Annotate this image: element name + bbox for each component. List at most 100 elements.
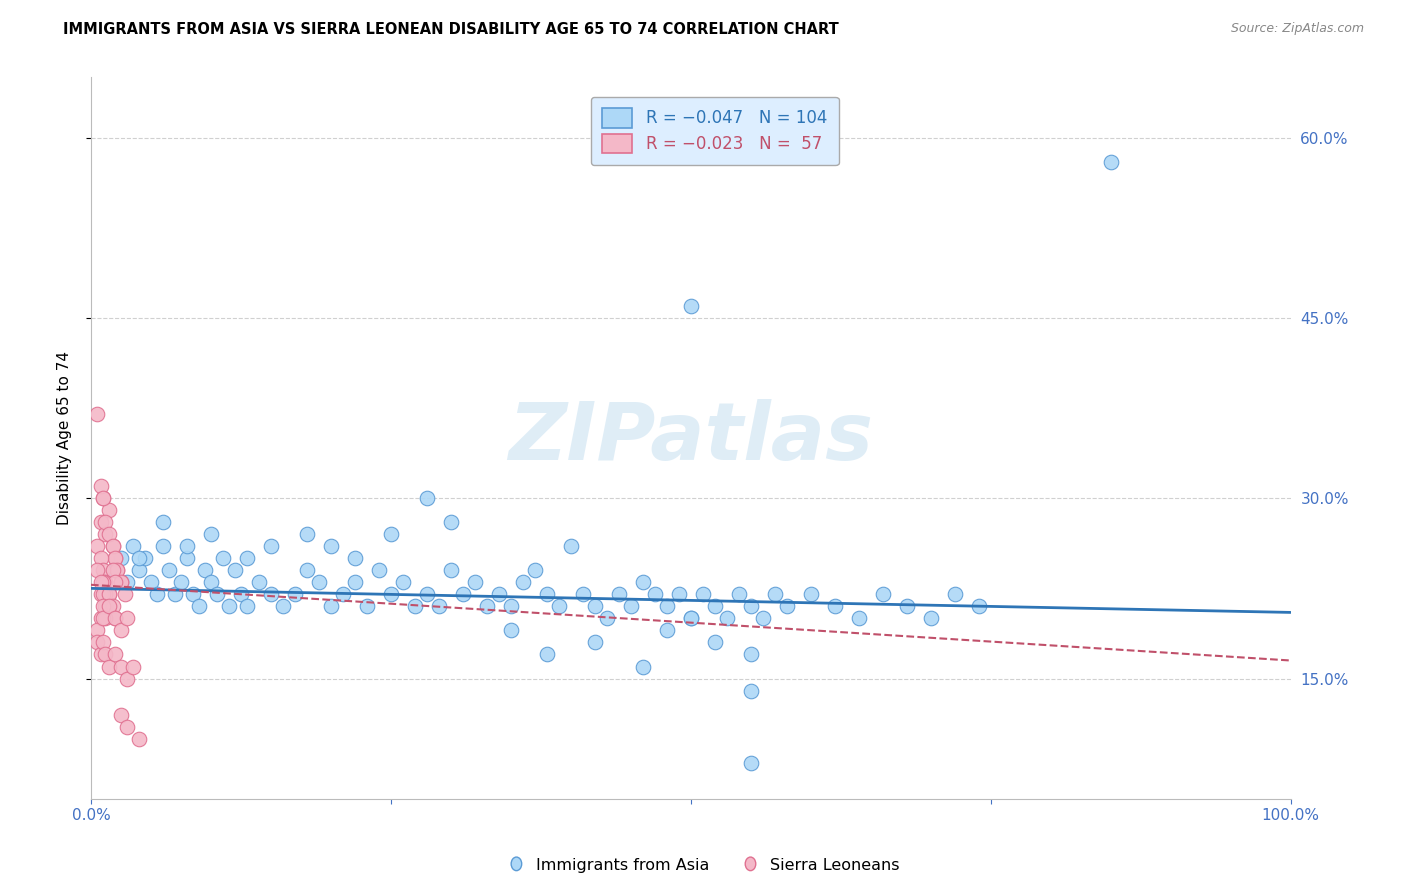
Point (122, 659, 145, 673)
Point (97, 503, 120, 517)
Point (440, 515, 463, 529)
Point (205, 587, 228, 601)
Point (308, 575, 330, 590)
Point (104, 563, 127, 577)
Point (703, 599, 725, 614)
Point (105, 563, 128, 577)
Point (97, 527, 120, 541)
Point (97, 599, 120, 614)
Point (716, 611, 738, 625)
Point (679, 299, 702, 313)
Point (101, 539, 124, 553)
Point (224, 563, 246, 577)
Point (631, 575, 654, 590)
Point (86, 407, 108, 421)
Point (464, 575, 486, 590)
Point (583, 599, 606, 614)
Point (572, 587, 595, 601)
Point (110, 624, 132, 638)
Point (115, 611, 138, 625)
Point (94, 611, 117, 625)
Point (896, 599, 918, 614)
Point (427, 599, 450, 614)
Point (271, 599, 294, 614)
Point (157, 563, 180, 577)
Point (692, 587, 714, 601)
Point (115, 672, 138, 686)
Point (967, 599, 990, 614)
Point (356, 599, 378, 614)
Point (440, 563, 463, 577)
Point (104, 575, 127, 590)
Point (547, 599, 569, 614)
Point (668, 587, 690, 601)
Point (1099, 154, 1122, 169)
Text: IMMIGRANTS FROM ASIA VS SIERRA LEONEAN DISABILITY AGE 65 TO 74 CORRELATION CHART: IMMIGRANTS FROM ASIA VS SIERRA LEONEAN D… (63, 22, 839, 37)
Point (218, 599, 240, 614)
Legend: Immigrants from Asia, Sierra Leoneans: Immigrants from Asia, Sierra Leoneans (501, 851, 905, 880)
Point (920, 611, 942, 625)
Point (110, 575, 132, 590)
Point (740, 683, 762, 698)
Point (583, 635, 606, 649)
Point (91, 575, 114, 590)
Point (86, 624, 108, 638)
Point (212, 551, 235, 566)
Point (89, 611, 111, 625)
Point (763, 587, 786, 601)
Point (89, 479, 111, 493)
Point (260, 539, 283, 553)
Point (284, 587, 307, 601)
Point (380, 587, 402, 601)
Point (943, 587, 966, 601)
Point (101, 539, 124, 553)
Point (236, 599, 259, 614)
Point (295, 563, 318, 577)
Point (110, 575, 132, 590)
Point (872, 587, 894, 601)
Point (163, 587, 186, 601)
Point (655, 599, 678, 614)
Point (89, 648, 111, 662)
Point (475, 599, 498, 614)
Point (229, 587, 252, 601)
Y-axis label: Disability Age 65 to 74: Disability Age 65 to 74 (58, 351, 72, 525)
Point (181, 587, 204, 601)
Point (104, 551, 127, 566)
Point (343, 551, 366, 566)
Point (800, 587, 823, 601)
Point (89, 575, 111, 590)
Point (703, 635, 725, 649)
Point (536, 648, 558, 662)
Point (97, 587, 120, 601)
Point (319, 599, 342, 614)
Point (848, 611, 870, 625)
Point (91, 491, 114, 506)
Point (91, 611, 114, 625)
Point (380, 527, 402, 541)
Point (86, 539, 108, 553)
Point (115, 575, 138, 590)
Point (91, 491, 114, 506)
Point (104, 648, 127, 662)
Legend: R = −0.047   N = 104, R = −0.023   N =  57: R = −0.047 N = 104, R = −0.023 N = 57 (591, 96, 839, 165)
Point (122, 539, 145, 553)
Point (91, 563, 114, 577)
Point (824, 599, 846, 614)
Point (536, 587, 558, 601)
Point (91, 587, 114, 601)
Point (751, 611, 773, 625)
Point (94, 599, 117, 614)
Point (89, 515, 111, 529)
Point (740, 756, 762, 770)
Point (152, 515, 174, 529)
Point (89, 587, 111, 601)
Point (523, 563, 546, 577)
Point (655, 624, 678, 638)
Point (200, 575, 222, 590)
Point (97, 587, 120, 601)
Point (451, 587, 474, 601)
Point (560, 539, 582, 553)
Point (101, 599, 124, 614)
Point (146, 587, 169, 601)
